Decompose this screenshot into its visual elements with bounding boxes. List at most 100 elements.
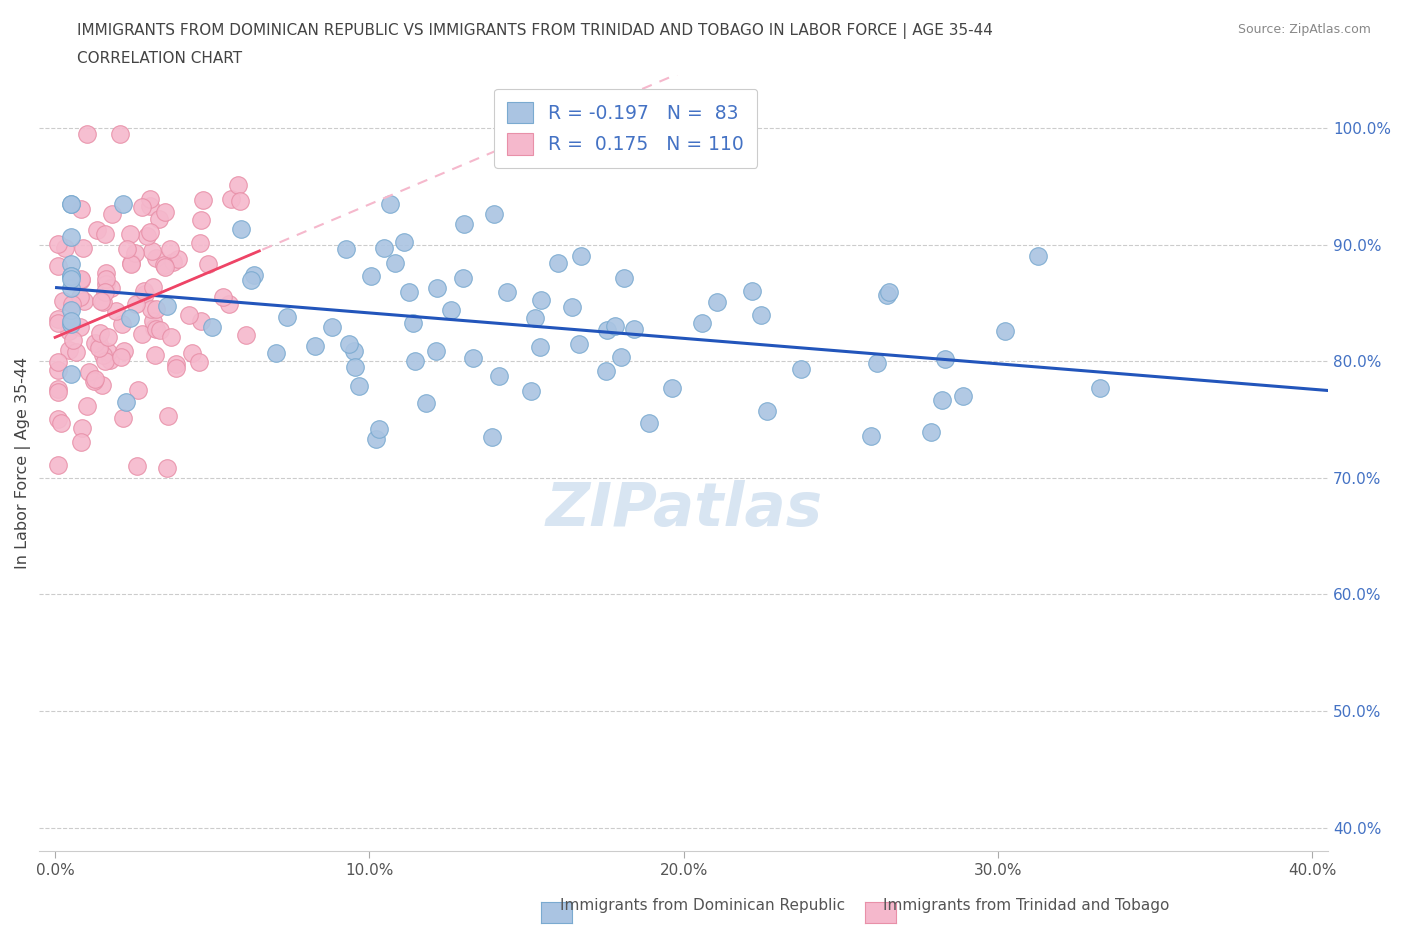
Point [59, 272, 82, 286]
Point [226, 178, 249, 193]
Point [1088, 380, 1111, 395]
Point [117, 242, 139, 257]
Point [111, 410, 134, 425]
Point [496, 285, 519, 299]
Point [156, 409, 179, 424]
Point [76, 126, 98, 141]
Point [145, 250, 167, 265]
Point [59, 230, 82, 245]
Point [561, 299, 583, 314]
Point [453, 271, 475, 286]
Point [58, 324, 80, 339]
Point [366, 432, 388, 446]
Point [59, 269, 82, 284]
Point [59, 367, 82, 382]
Point [440, 302, 463, 317]
Point [69, 201, 91, 216]
Point [46, 412, 69, 427]
Point [59, 196, 82, 211]
Point [59, 281, 82, 296]
Point [156, 299, 179, 313]
Text: IMMIGRANTS FROM DOMINICAN REPUBLIC VS IMMIGRANTS FROM TRINIDAD AND TOBAGO IN LAB: IMMIGRANTS FROM DOMINICAN REPUBLIC VS IM… [77, 23, 993, 39]
Point [58, 343, 80, 358]
Point [524, 311, 547, 325]
Point [529, 339, 551, 354]
Point [139, 302, 162, 317]
Point [201, 319, 224, 334]
Point [609, 350, 631, 365]
Point [62, 332, 84, 347]
Point [46, 381, 69, 396]
Point [69, 289, 91, 304]
Point [749, 307, 772, 322]
Point [402, 315, 425, 330]
Point [46, 354, 69, 369]
Point [111, 317, 134, 332]
Point [77, 365, 100, 379]
Point [994, 324, 1017, 339]
Point [321, 319, 343, 334]
Point [876, 288, 898, 303]
Point [143, 348, 166, 363]
Point [276, 310, 298, 325]
Point [335, 241, 357, 256]
Point [859, 429, 882, 444]
Point [931, 392, 953, 407]
Point [398, 285, 420, 299]
Text: Immigrants from Trinidad and Tobago: Immigrants from Trinidad and Tobago [883, 898, 1170, 913]
Point [392, 234, 415, 249]
Point [97, 330, 120, 345]
Point [70, 272, 93, 286]
Point [96, 272, 118, 286]
Point [426, 281, 449, 296]
Point [100, 281, 122, 296]
Point [165, 361, 187, 376]
Point [94, 353, 117, 368]
Point [877, 285, 900, 299]
Point [125, 458, 148, 473]
Point [756, 404, 779, 418]
Point [120, 257, 142, 272]
Point [239, 272, 262, 287]
Point [165, 356, 187, 371]
Point [84, 372, 107, 387]
Point [568, 337, 591, 352]
Point [131, 326, 153, 341]
Point [160, 330, 183, 345]
Point [124, 246, 146, 261]
Point [69, 434, 91, 449]
Point [569, 248, 592, 263]
Point [65, 345, 87, 360]
Point [235, 327, 257, 342]
Point [384, 255, 406, 270]
Point [197, 257, 219, 272]
Point [153, 258, 176, 272]
Point [59, 313, 82, 328]
Point [190, 313, 212, 328]
Point [87, 337, 110, 352]
Text: CORRELATION CHART: CORRELATION CHART [77, 51, 242, 66]
Point [453, 217, 475, 232]
Point [118, 311, 141, 325]
Point [118, 227, 141, 242]
Point [59, 269, 82, 284]
Point [96, 266, 118, 281]
Point [367, 422, 389, 437]
Point [242, 268, 264, 283]
Point [638, 416, 661, 431]
Point [623, 321, 645, 336]
Point [180, 346, 202, 361]
Point [229, 221, 252, 236]
Point [148, 211, 170, 226]
Point [139, 198, 162, 213]
Point [741, 284, 763, 299]
Point [46, 458, 69, 472]
Point [481, 430, 503, 445]
Point [131, 199, 153, 214]
Point [613, 271, 636, 286]
Point [134, 286, 156, 301]
Point [266, 345, 288, 360]
Point [595, 323, 617, 338]
Point [661, 380, 683, 395]
Point [59, 196, 82, 211]
